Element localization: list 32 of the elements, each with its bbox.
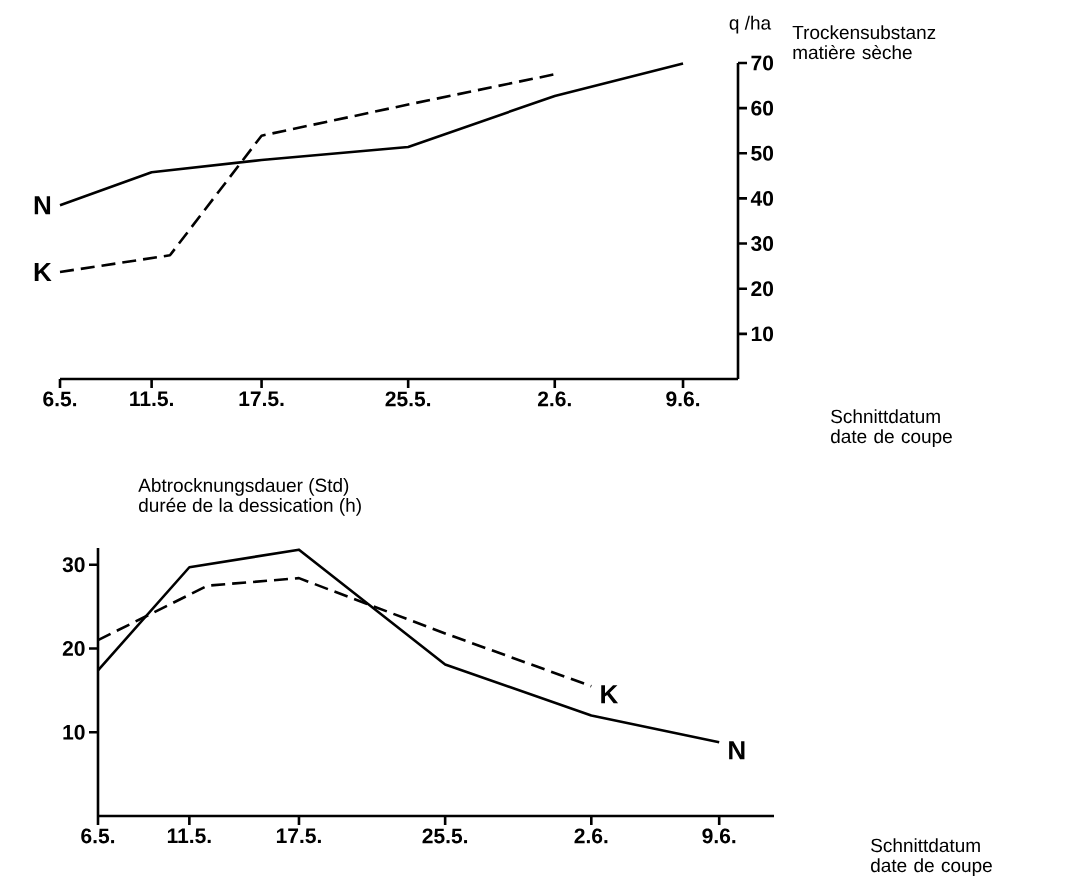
x-tick-label: 6.5. — [43, 391, 77, 407]
x-tick-label: 17.5. — [239, 391, 284, 407]
x-tick-label: 6.5. — [81, 828, 115, 844]
chart-subtitle: durée de la dessication (h) — [139, 497, 361, 516]
x-tick-label: 2.6. — [537, 391, 571, 407]
y-tick-label: 20 — [751, 281, 774, 297]
series-label: N — [729, 741, 745, 760]
text: q /ha — [729, 15, 772, 34]
x-tick-label: 25.5. — [385, 391, 431, 407]
x-tick-label: 9.6. — [666, 391, 700, 407]
x-tick-label: 17.5. — [276, 828, 321, 844]
y-axis-title: Trockensubstanz matière sèche — [792, 25, 936, 60]
y-tick-label: 10 — [63, 724, 85, 740]
x-axis-title: Schnittdatum date de coupe — [871, 838, 992, 876]
x-tick-label: 9.6. — [702, 828, 736, 844]
y-tick-label: 30 — [62, 557, 85, 573]
series-label: K — [34, 263, 52, 281]
y-tick-label: 60 — [751, 100, 774, 116]
y-tick-label: 40 — [750, 190, 774, 206]
series-label: N — [34, 196, 51, 215]
series-label: K — [601, 685, 619, 704]
y-tick-label: 70 — [751, 55, 774, 71]
x-tick-label: 2.6. — [574, 828, 608, 844]
y-tick-label: 20 — [62, 641, 85, 656]
chart-title: Abtrocknungsdauer (Std) — [138, 478, 349, 496]
x-tick-label: 11.5. — [167, 828, 211, 844]
y-tick-label: 50 — [751, 145, 774, 161]
x-tick-label: 25.5. — [422, 828, 468, 844]
y-tick-label: 30 — [751, 236, 774, 252]
x-axis-title: Schnittdatum date de coupe — [831, 409, 952, 447]
y-tick-label: 10 — [751, 326, 774, 342]
x-tick-label: 11.5. — [130, 391, 173, 407]
